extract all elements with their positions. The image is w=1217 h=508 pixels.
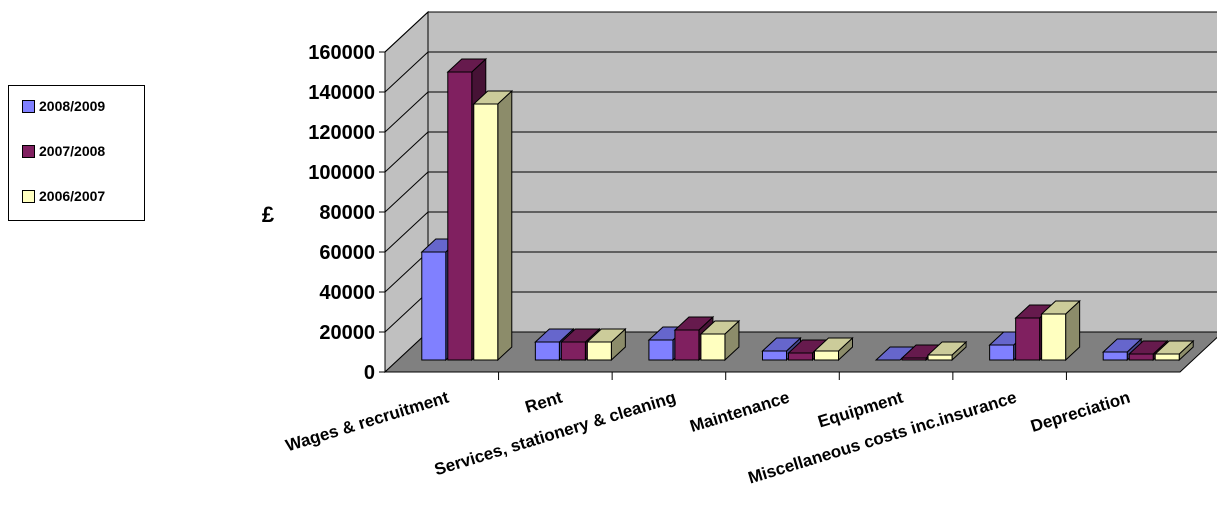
gridline [384, 51, 1217, 93]
legend-swatch [22, 144, 35, 158]
legend-label: 2007/2008 [39, 143, 106, 159]
legend-item: 2007/2008 [22, 143, 105, 159]
gridline [384, 11, 1217, 53]
x-tick-label: Wages & recruitment [283, 388, 451, 456]
y-tick-label: 140000 [308, 82, 375, 104]
bar [926, 340, 968, 362]
x-tick-label: Depreciation [1028, 388, 1132, 436]
y-tick-label: 60000 [319, 242, 375, 264]
bar [1153, 339, 1195, 362]
gridline [384, 211, 1217, 253]
x-tick-label: Maintenance [688, 388, 792, 436]
bar [699, 319, 741, 362]
bar [813, 336, 854, 362]
gridline [384, 171, 1217, 213]
y-tick-label: 20000 [319, 322, 375, 344]
y-tick-label: 120000 [308, 122, 375, 144]
y-tick-label: 100000 [308, 162, 375, 184]
legend-item: 2006/2007 [22, 188, 105, 204]
y-axis-label: £ [262, 202, 275, 227]
y-tick-label: 80000 [319, 202, 375, 224]
x-tick-label: Rent [523, 388, 565, 417]
y-tick-label: 160000 [308, 42, 375, 64]
legend-item: 2008/2009 [22, 98, 105, 114]
legend-swatch [22, 189, 35, 203]
gridline [384, 91, 1217, 133]
legend-swatch [22, 99, 35, 113]
legend-label: 2006/2007 [39, 188, 106, 204]
gridline [384, 131, 1217, 173]
legend-label: 2008/2009 [39, 98, 106, 114]
y-tick-label: 0 [364, 362, 375, 384]
bar [472, 89, 514, 362]
y-tick-label: 40000 [319, 282, 375, 304]
bar [1040, 299, 1081, 362]
bar [586, 327, 627, 362]
legend: 2008/2009 2007/2008 2006/2007 [8, 85, 145, 221]
